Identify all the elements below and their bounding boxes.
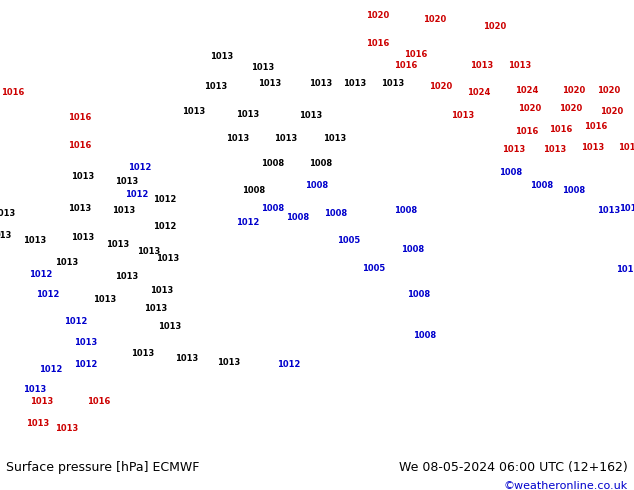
Text: 1013: 1013 [55, 424, 78, 433]
Text: 1016: 1016 [585, 122, 607, 131]
Text: 1016: 1016 [87, 396, 110, 406]
Text: 1008: 1008 [325, 209, 347, 218]
Text: 1016: 1016 [515, 127, 538, 136]
Text: 1016: 1016 [1, 88, 24, 98]
Text: 1013: 1013 [71, 172, 94, 181]
Text: 1013: 1013 [112, 206, 135, 215]
Text: 1013: 1013 [236, 110, 259, 119]
Text: 1013: 1013 [382, 79, 404, 88]
Text: 1016: 1016 [550, 124, 573, 134]
Text: 1016: 1016 [68, 141, 91, 149]
Text: 1013: 1013 [451, 111, 474, 120]
Text: 1008: 1008 [306, 181, 328, 190]
Text: 1020: 1020 [423, 15, 446, 24]
Text: 1013: 1013 [299, 111, 322, 120]
Text: 1013: 1013 [71, 233, 94, 243]
Text: 1016: 1016 [394, 61, 417, 70]
Text: 1013: 1013 [619, 204, 634, 213]
Text: 1012: 1012 [65, 318, 87, 326]
Text: 1013: 1013 [23, 385, 46, 394]
Text: 1013: 1013 [30, 396, 53, 406]
Text: 1013: 1013 [68, 204, 91, 213]
Text: 1013: 1013 [176, 354, 198, 363]
Text: 1013: 1013 [581, 143, 604, 152]
Text: 1013: 1013 [138, 247, 160, 256]
Text: 1012: 1012 [277, 360, 300, 369]
Text: We 08-05-2024 06:00 UTC (12+162): We 08-05-2024 06:00 UTC (12+162) [399, 462, 628, 474]
Text: 1012: 1012 [153, 222, 176, 231]
Text: 1013: 1013 [344, 79, 366, 88]
Text: 1016: 1016 [618, 143, 634, 152]
Text: 1008: 1008 [531, 181, 553, 190]
Text: 1013: 1013 [27, 419, 49, 428]
Text: 1016: 1016 [404, 50, 427, 59]
Text: 1020: 1020 [562, 86, 585, 95]
Text: 1020: 1020 [429, 82, 452, 91]
Text: 1008: 1008 [287, 213, 309, 222]
Text: 013: 013 [0, 231, 12, 240]
Text: 1013: 1013 [158, 322, 181, 331]
Text: 1016: 1016 [366, 39, 389, 48]
Text: 1013: 1013 [55, 258, 78, 268]
Text: Surface pressure [hPa] ECMWF: Surface pressure [hPa] ECMWF [6, 462, 200, 474]
Text: 1008: 1008 [401, 245, 424, 254]
Text: 1013: 1013 [508, 61, 531, 70]
Text: 1020: 1020 [600, 106, 623, 116]
Text: 1013: 1013 [274, 134, 297, 143]
Text: 1013: 1013 [150, 286, 173, 294]
Text: 1024: 1024 [467, 88, 490, 98]
Text: 1012: 1012 [74, 360, 97, 369]
Text: 1013: 1013 [309, 79, 332, 88]
Text: 1012: 1012 [128, 163, 151, 172]
Text: 1013: 1013 [93, 294, 116, 304]
Text: 1013: 1013 [210, 52, 233, 61]
Text: 1013: 1013 [543, 145, 566, 154]
Text: 1013: 1013 [144, 304, 167, 313]
Text: 1013: 1013 [204, 82, 227, 91]
Text: 1013: 1013 [157, 254, 179, 263]
Text: 1013: 1013 [470, 61, 493, 70]
Text: 1008: 1008 [394, 206, 417, 215]
Text: 1012: 1012 [36, 290, 59, 299]
Text: 1008: 1008 [407, 290, 430, 299]
Text: 1013: 1013 [115, 272, 138, 281]
Text: 1013: 1013 [252, 64, 275, 73]
Text: 1012: 1012 [153, 195, 176, 204]
Text: 1016: 1016 [68, 113, 91, 122]
Text: 1013: 1013 [258, 79, 281, 88]
Text: ©weatheronline.co.uk: ©weatheronline.co.uk [503, 481, 628, 490]
Text: 1013: 1013 [0, 209, 15, 218]
Text: 1020: 1020 [366, 11, 389, 21]
Text: 1013: 1013 [182, 106, 205, 116]
Text: 1013: 1013 [597, 206, 620, 215]
Text: 1012: 1012 [125, 191, 148, 199]
Text: 1008: 1008 [413, 331, 436, 340]
Text: 1013: 1013 [217, 358, 240, 367]
Text: 1013: 1013 [323, 134, 346, 143]
Text: 1024: 1024 [515, 86, 538, 95]
Text: 1008: 1008 [499, 168, 522, 177]
Text: 1013: 1013 [502, 145, 525, 154]
Text: 1012: 1012 [236, 218, 259, 226]
Text: 1013: 1013 [115, 177, 138, 186]
Text: 1013: 1013 [106, 240, 129, 249]
Text: 1020: 1020 [559, 104, 582, 113]
Text: 1012: 1012 [30, 270, 53, 279]
Text: 1008: 1008 [242, 186, 265, 195]
Text: 1013: 1013 [23, 236, 46, 245]
Text: 1008: 1008 [261, 159, 284, 168]
Text: 1013: 1013 [616, 265, 634, 274]
Text: 1012: 1012 [39, 365, 62, 374]
Text: 1020: 1020 [518, 104, 541, 113]
Text: 1005: 1005 [363, 264, 385, 273]
Text: 1013: 1013 [226, 134, 249, 143]
Text: 1008: 1008 [562, 186, 585, 195]
Text: 1013: 1013 [131, 349, 154, 358]
Text: 1013: 1013 [74, 338, 97, 347]
Text: 1008: 1008 [261, 204, 284, 213]
Text: 1020: 1020 [483, 22, 506, 31]
Text: 1005: 1005 [337, 236, 360, 245]
Text: 1020: 1020 [597, 86, 620, 95]
Text: 1008: 1008 [309, 159, 332, 168]
